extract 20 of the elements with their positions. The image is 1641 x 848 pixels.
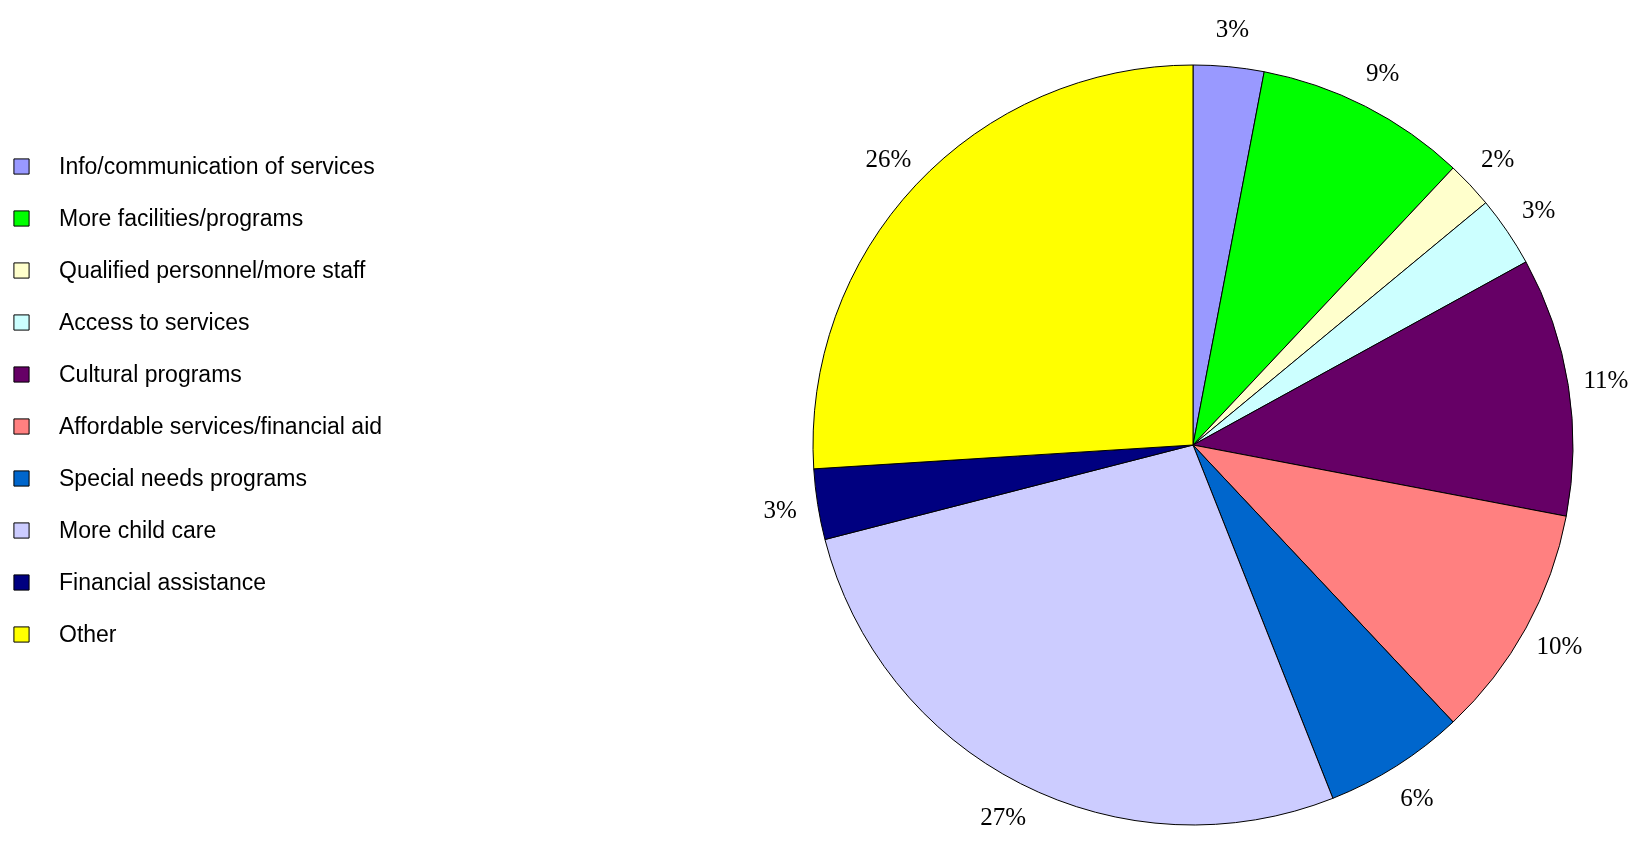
legend-label: Cultural programs bbox=[59, 360, 242, 387]
data-label: 11% bbox=[1583, 365, 1629, 393]
data-label: 27% bbox=[980, 803, 1027, 831]
data-label: 6% bbox=[1400, 783, 1434, 811]
data-label: 26% bbox=[865, 144, 912, 172]
legend-label: More facilities/programs bbox=[59, 204, 304, 231]
legend-label: Qualified personnel/more staff bbox=[59, 256, 367, 283]
legend-label: Affordable services/financial aid bbox=[59, 412, 383, 439]
data-label: 2% bbox=[1481, 144, 1515, 172]
legend-label: More child care bbox=[59, 516, 217, 543]
data-label: 3% bbox=[763, 496, 797, 524]
legend-label: Other bbox=[59, 620, 117, 647]
legend-label: Info/communication of services bbox=[59, 152, 375, 179]
legend-label: Special needs programs bbox=[59, 464, 308, 491]
legend-label: Access to services bbox=[59, 308, 250, 335]
data-label: 3% bbox=[1215, 14, 1249, 42]
data-label: 3% bbox=[1522, 196, 1556, 224]
legend-label: Financial assistance bbox=[59, 568, 267, 595]
data-label: 10% bbox=[1536, 632, 1583, 660]
data-label: 9% bbox=[1366, 58, 1400, 86]
